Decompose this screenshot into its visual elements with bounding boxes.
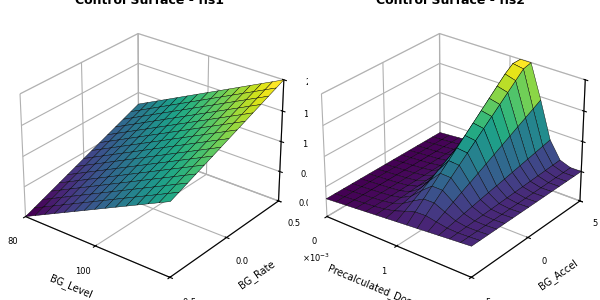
X-axis label: Precalculated_Dose: Precalculated_Dose: [326, 263, 419, 300]
Title: Control Surface - fis1: Control Surface - fis1: [75, 0, 224, 7]
Y-axis label: BG_Accel: BG_Accel: [537, 257, 580, 292]
Text: $\times10^{-3}$: $\times10^{-3}$: [302, 251, 330, 263]
Y-axis label: BG_Rate: BG_Rate: [237, 258, 277, 291]
X-axis label: BG_Level: BG_Level: [48, 273, 94, 300]
Title: Control Surface - fis2: Control Surface - fis2: [376, 0, 525, 7]
